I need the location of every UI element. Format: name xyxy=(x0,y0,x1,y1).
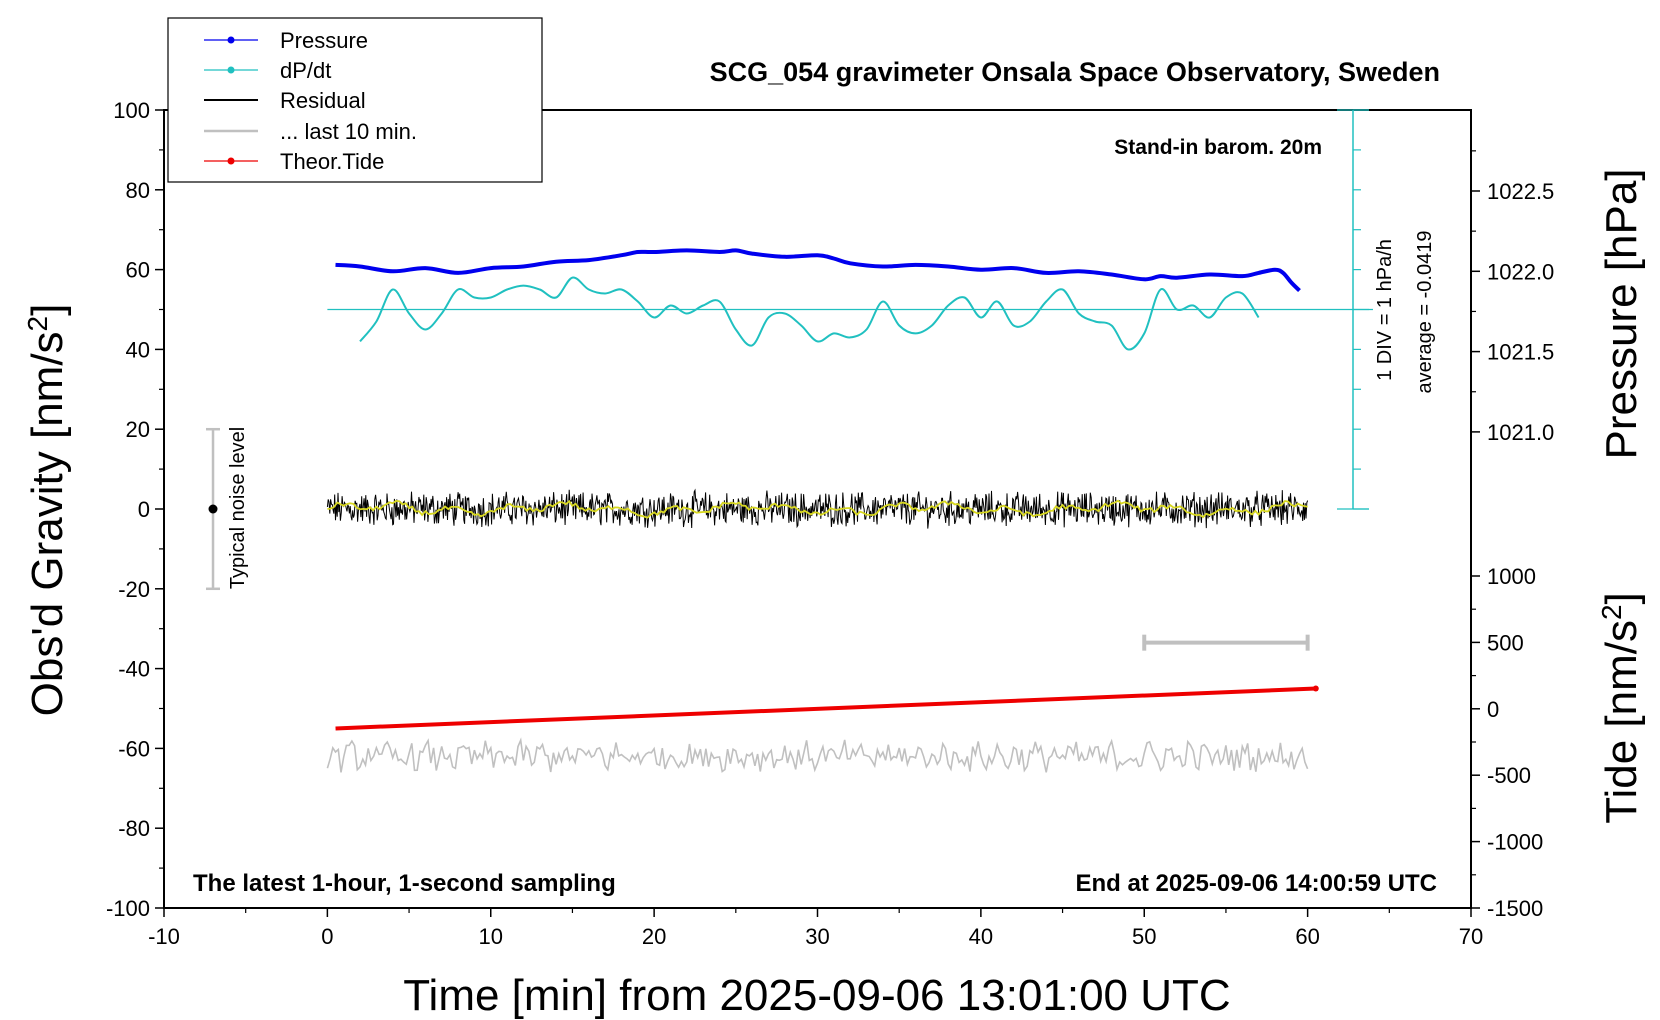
axis-ticks: -10 0 10 20 30 40 50 60 70100806040200-20-40-60-… xyxy=(106,98,1554,949)
x-tick-label: -10 xyxy=(148,924,180,949)
y-tide-tick-label: 500 xyxy=(1487,630,1524,655)
series-dpdt-line xyxy=(359,276,1260,351)
y-axis-label-tide-close: ] xyxy=(1597,592,1646,604)
y-pressure-tick-label: 1022.5 xyxy=(1487,179,1554,204)
y-left-tick-label: 100 xyxy=(113,98,150,123)
y-left-tick-label: -60 xyxy=(118,736,150,761)
legend-label-last10: ... last 10 min. xyxy=(280,119,417,144)
x-tick-label: 70 xyxy=(1459,924,1483,949)
y-tide-tick-label: 1000 xyxy=(1487,564,1536,589)
series-last10-line xyxy=(326,737,1309,773)
y-tide-tick-label: -1000 xyxy=(1487,830,1543,855)
x-tick-label: 40 xyxy=(969,924,993,949)
legend-marker-pressure xyxy=(227,36,235,44)
y-left-tick-label: 80 xyxy=(126,178,150,203)
y-pressure-tick-label: 1021.5 xyxy=(1487,340,1554,365)
y-axis-label-left-sup: 2 xyxy=(22,316,53,332)
y-left-tick-label: 40 xyxy=(126,337,150,362)
y-left-tick-label: -100 xyxy=(106,896,150,921)
legend-label-tide: Theor.Tide xyxy=(280,149,384,174)
x-tick-label: 20 xyxy=(642,924,666,949)
noise-level-label: Typical noise level xyxy=(227,427,249,589)
noise-level-indicator xyxy=(206,427,221,591)
x-tick-label: 60 xyxy=(1295,924,1319,949)
x-tick-label: 50 xyxy=(1132,924,1156,949)
x-tick-label: 0 xyxy=(321,924,333,949)
y-tide-tick-label: 0 xyxy=(1487,697,1499,722)
legend-label-residual: Residual xyxy=(280,88,366,113)
legend-marker-dpdt xyxy=(227,66,235,74)
y-axis-label-left-close: ] xyxy=(23,304,72,316)
y-tide-tick-label: -1500 xyxy=(1487,896,1543,921)
series-residual-smooth-line xyxy=(327,499,1308,519)
y-pressure-tick-label: 1022.0 xyxy=(1487,259,1554,284)
x-tick-label: 30 xyxy=(805,924,829,949)
dpdt-average-label: average = -0.0419 xyxy=(1414,231,1436,394)
bottom-right-note: End at 2025-09-06 14:00:59 UTC xyxy=(1076,870,1438,897)
series-residual-line xyxy=(326,488,1309,529)
y-axis-label-left-main: Obs'd Gravity [nm/s xyxy=(23,331,72,716)
dpdt-scale-label: 1 DIV = 1 hPa/h xyxy=(1374,239,1396,381)
chart-subtitle: Stand-in barom. 20m xyxy=(1114,136,1322,159)
y-left-tick-label: -80 xyxy=(118,816,150,841)
series-pressure-line xyxy=(335,248,1301,293)
x-tick-label: 10 xyxy=(479,924,503,949)
y-axis-label-tide: Tide [nm/s2] xyxy=(1596,592,1647,824)
y-pressure-tick-label: 1021.0 xyxy=(1487,420,1554,445)
legend: Pressure dP/dt Residual ... last 10 min.… xyxy=(167,17,543,183)
legend-label-pressure: Pressure xyxy=(280,28,368,53)
y-axis-label-tide-sup: 2 xyxy=(1596,604,1627,620)
y-tide-tick-label: -500 xyxy=(1487,763,1531,788)
y-axis-label-tide-main: Tide [nm/s xyxy=(1597,620,1646,824)
series-tide-end-marker xyxy=(1312,685,1319,692)
y-left-tick-label: -40 xyxy=(118,657,150,682)
legend-label-dpdt: dP/dt xyxy=(280,58,331,83)
legend-marker-tide xyxy=(227,157,235,165)
y-left-tick-label: 60 xyxy=(126,258,150,283)
y-left-tick-label: 0 xyxy=(138,497,150,522)
series-tide-line xyxy=(335,686,1316,731)
y-left-tick-label: -20 xyxy=(118,577,150,602)
y-axis-label-left: Obs'd Gravity [nm/s2] xyxy=(22,304,73,717)
series-group xyxy=(326,248,1373,773)
noise-center-dot xyxy=(208,504,218,514)
x-axis-label: Time [min] from 2025-09-06 13:01:00 UTC xyxy=(403,971,1230,1020)
y-axis-label-pressure: Pressure [hPa] xyxy=(1597,168,1646,459)
bottom-left-note: The latest 1-hour, 1-second sampling xyxy=(193,870,616,897)
chart-title: SCG_054 gravimeter Onsala Space Observat… xyxy=(710,57,1440,87)
y-left-tick-label: 20 xyxy=(126,417,150,442)
